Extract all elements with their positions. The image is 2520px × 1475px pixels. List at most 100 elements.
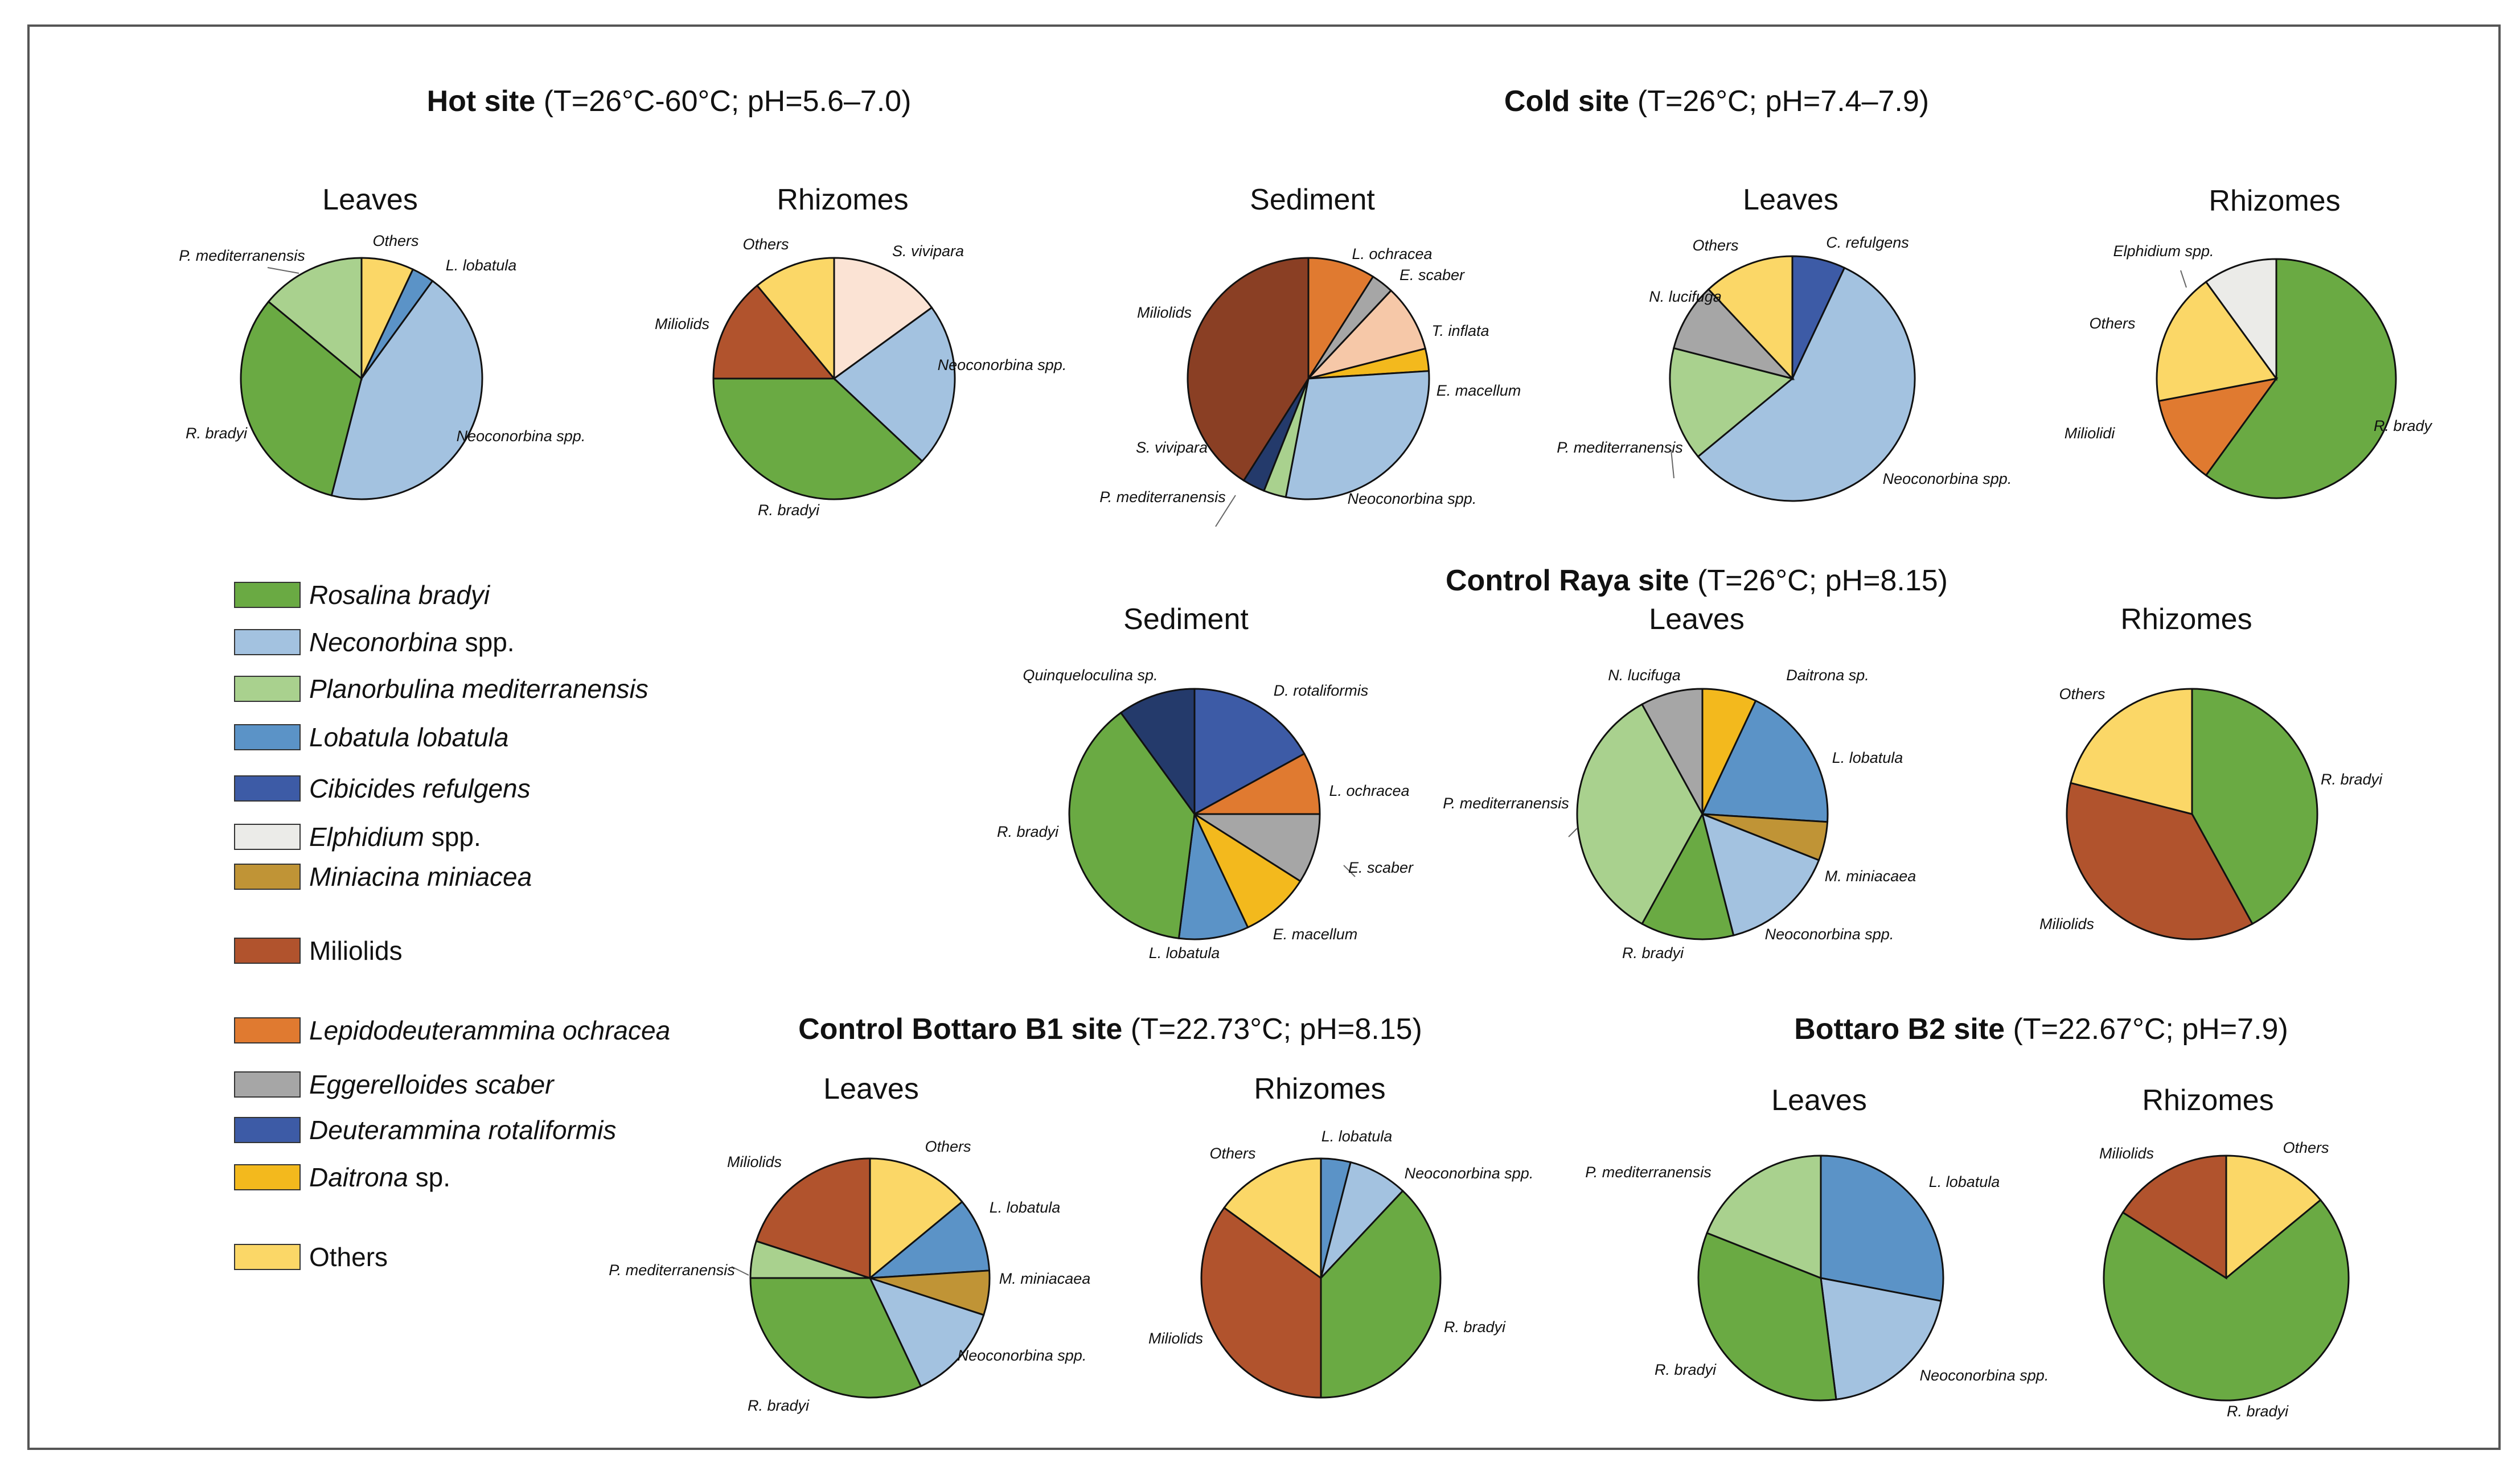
pie-label-r-bradyi: R. bradyi <box>1444 1318 1506 1336</box>
pie-label-l-lobatula: L. lobatula <box>1321 1128 1393 1145</box>
legend-label: Cibicides refulgens <box>309 774 531 803</box>
legend-swatch <box>234 676 301 702</box>
pie-slice-miliolidi <box>2157 377 2279 476</box>
pie-slice-neoconorbina-spp <box>330 280 483 500</box>
pie-label-daitrona-sp: Daitrona sp. <box>1786 667 1869 684</box>
pie-control-bottaro-b1-site-leaves: Leaves Others L. lobatula M. miniacaea Neoco… <box>609 1073 1090 1414</box>
pie-slice-quinqueloculina-sp <box>1119 688 1196 817</box>
pie-slice-l-lobatula <box>1701 699 1829 823</box>
pie-label-p-mediterranensis: P. mediterranensis <box>1443 795 1569 812</box>
pie-label-c-refulgens: C. refulgens <box>1826 234 1909 251</box>
legend-swatch <box>234 1071 301 1098</box>
pie-slice-r-bradyi <box>1320 1189 1442 1399</box>
legend-item-rosalina-bradyi: Rosalina bradyi <box>234 580 491 610</box>
pie-label-l-lobatula: L. lobatula <box>990 1199 1061 1216</box>
pie-title: Rhizomes <box>2142 1084 2273 1117</box>
legend-item-others: Others <box>234 1242 388 1272</box>
label-leader-line <box>731 1266 749 1276</box>
pie-label-p-mediterranensis: P. mediterranensis <box>1099 488 1226 506</box>
legend-swatch <box>234 938 301 964</box>
pie-label-neoconorbina-spp: Neoconorbina spp. <box>1348 490 1477 507</box>
legend-swatch <box>234 1117 301 1143</box>
pie-label-others: Others <box>372 232 418 249</box>
pie-slice-r-bradyi <box>1697 1231 1837 1402</box>
pie-label-p-mediterranensis: P. mediterranensis <box>179 247 305 264</box>
legend-item-deuterammina-rotaliformis: Deuterammina rotaliformis <box>234 1115 616 1145</box>
pie-slice-l-lobatula <box>867 1201 991 1279</box>
legend-item-daitrona-sp: Daitrona sp. <box>234 1162 450 1192</box>
pie-slice-others <box>2225 1154 2322 1280</box>
pie-control-bottaro-b1-site-rhizomes: Rhizomes L. lobatula Neoconorbina spp. R. b… <box>1148 1073 1534 1399</box>
pie-label-l-ochracea: L. ochracea <box>1352 245 1432 262</box>
pie-slice-s-vivipara <box>833 257 933 380</box>
pie-label-r-brady: R. brady <box>2374 417 2433 434</box>
legend-swatch <box>234 1017 301 1043</box>
pie-slice-r-bradyi <box>2191 688 2318 925</box>
site-title-bold: Cold site <box>1504 85 1630 118</box>
legend-item-planorbulina-mediterranensis: Planorbulina mediterranensis <box>234 674 649 704</box>
label-leader-line <box>1215 495 1236 527</box>
legend-label: Miniacina miniacea <box>309 862 532 891</box>
pie-slice-miliolids <box>2066 782 2254 940</box>
pie-slice-r-bradyi <box>2103 1198 2350 1402</box>
pie-label-n-lucifuga: N. lucifuga <box>1649 288 1722 305</box>
legend-swatch <box>234 582 301 608</box>
pie-slice-others <box>1707 255 1793 381</box>
pie-slice-miliolids <box>2121 1154 2227 1280</box>
pie-label-l-lobatula: L. lobatula <box>1149 944 1220 962</box>
pie-slice-t-inflata <box>1306 289 1427 380</box>
pie-slice-neoconorbina-spp <box>868 1276 985 1388</box>
site-title-conditions: (T=26°C; pH=7.4–7.9) <box>1629 85 1929 118</box>
site-title-bold: Control Bottaro B1 site <box>798 1013 1122 1046</box>
legend-label: Rosalina bradyi <box>309 580 491 610</box>
pie-slice-miliolids <box>755 1157 871 1280</box>
legend-swatch <box>234 1244 301 1270</box>
pie-label-others: Others <box>1209 1145 1255 1162</box>
pie-control-raya-site-leaves: Leaves Daitrona sp. L. lobatula M. miniacae… <box>1443 603 1916 962</box>
pie-slice-r-brady <box>2205 258 2397 499</box>
label-leader-line <box>1568 828 1578 837</box>
pie-slice-p-mediterranensis <box>1669 347 1795 458</box>
pie-label-neoconorbina-spp: Neoconorbina spp. <box>1883 470 2012 487</box>
legend-label: Planorbulina mediterranensis <box>309 674 649 704</box>
pie-label-e-scaber: E. scaber <box>1399 266 1465 284</box>
pie-label-miliolidi: Miliolidi <box>2065 425 2116 442</box>
legend-label: Elphidium spp. <box>309 822 481 852</box>
pie-slice-others <box>1223 1157 1322 1280</box>
pie-title: Sediment <box>1250 183 1375 216</box>
site-title-bold: Hot site <box>427 85 536 118</box>
pie-title: Leaves <box>1649 603 1745 636</box>
pie-label-p-mediterranensis: P. mediterranensis <box>1557 439 1683 456</box>
pie-slice-l-lobatula <box>1820 1154 1944 1303</box>
pie-label-neoconorbina-spp: Neoconorbina spp. <box>958 1347 1087 1364</box>
pie-slice-e-scaber <box>1191 813 1321 882</box>
pie-slice-neoconorbina-spp <box>1697 266 1916 502</box>
pie-title: Leaves <box>823 1073 919 1106</box>
legend-label: Lepidodeuterammina ochracea <box>309 1016 670 1045</box>
pie-slice-p-mediterranensis <box>1706 1154 1822 1280</box>
pie-label-neoconorbina-spp: Neoconorbina spp. <box>1405 1165 1534 1182</box>
pie-slice-l-ochracea <box>1307 257 1374 382</box>
pie-label-n-lucifuga: N. lucifuga <box>1608 667 1681 684</box>
pie-label-others: Others <box>742 236 789 253</box>
pie-slice-r-bradyi <box>749 1277 922 1399</box>
pie-label-s-vivipara: S. vivipara <box>892 243 964 260</box>
legend-item-cibicides-refulgens: Cibicides refulgens <box>234 774 531 803</box>
pie-label-p-mediterranensis: P. mediterranensis <box>1585 1164 1712 1181</box>
pie-label-l-ochracea: L. ochracea <box>1329 782 1409 799</box>
site-title-bottaro-b2-site: Bottaro B2 site (T=22.67°C; pH=7.9) <box>1794 1013 2288 1046</box>
site-title-conditions: (T=22.67°C; pH=7.9) <box>2005 1013 2288 1046</box>
pie-slice-miliolids <box>712 284 836 380</box>
site-title-hot-site: Hot site (T=26°C-60°C; pH=5.6–7.0) <box>427 85 912 118</box>
pie-slice-n-lucifuga <box>1640 688 1704 815</box>
pie-slice-others <box>2070 688 2193 815</box>
pie-slice-r-bradyi <box>1068 711 1196 939</box>
pie-slice-neoconorbina-spp <box>832 306 956 463</box>
site-title-conditions: (T=26°C; pH=8.15) <box>1689 564 1948 597</box>
pie-slice-neoconorbina-spp <box>1820 1277 1942 1400</box>
pie-label-l-lobatula: L. lobatula <box>446 257 517 274</box>
label-leader-line <box>267 267 299 274</box>
legend-label: Neconorbina spp. <box>309 627 515 657</box>
legend-label: Others <box>309 1242 388 1272</box>
legend-swatch <box>234 629 301 655</box>
